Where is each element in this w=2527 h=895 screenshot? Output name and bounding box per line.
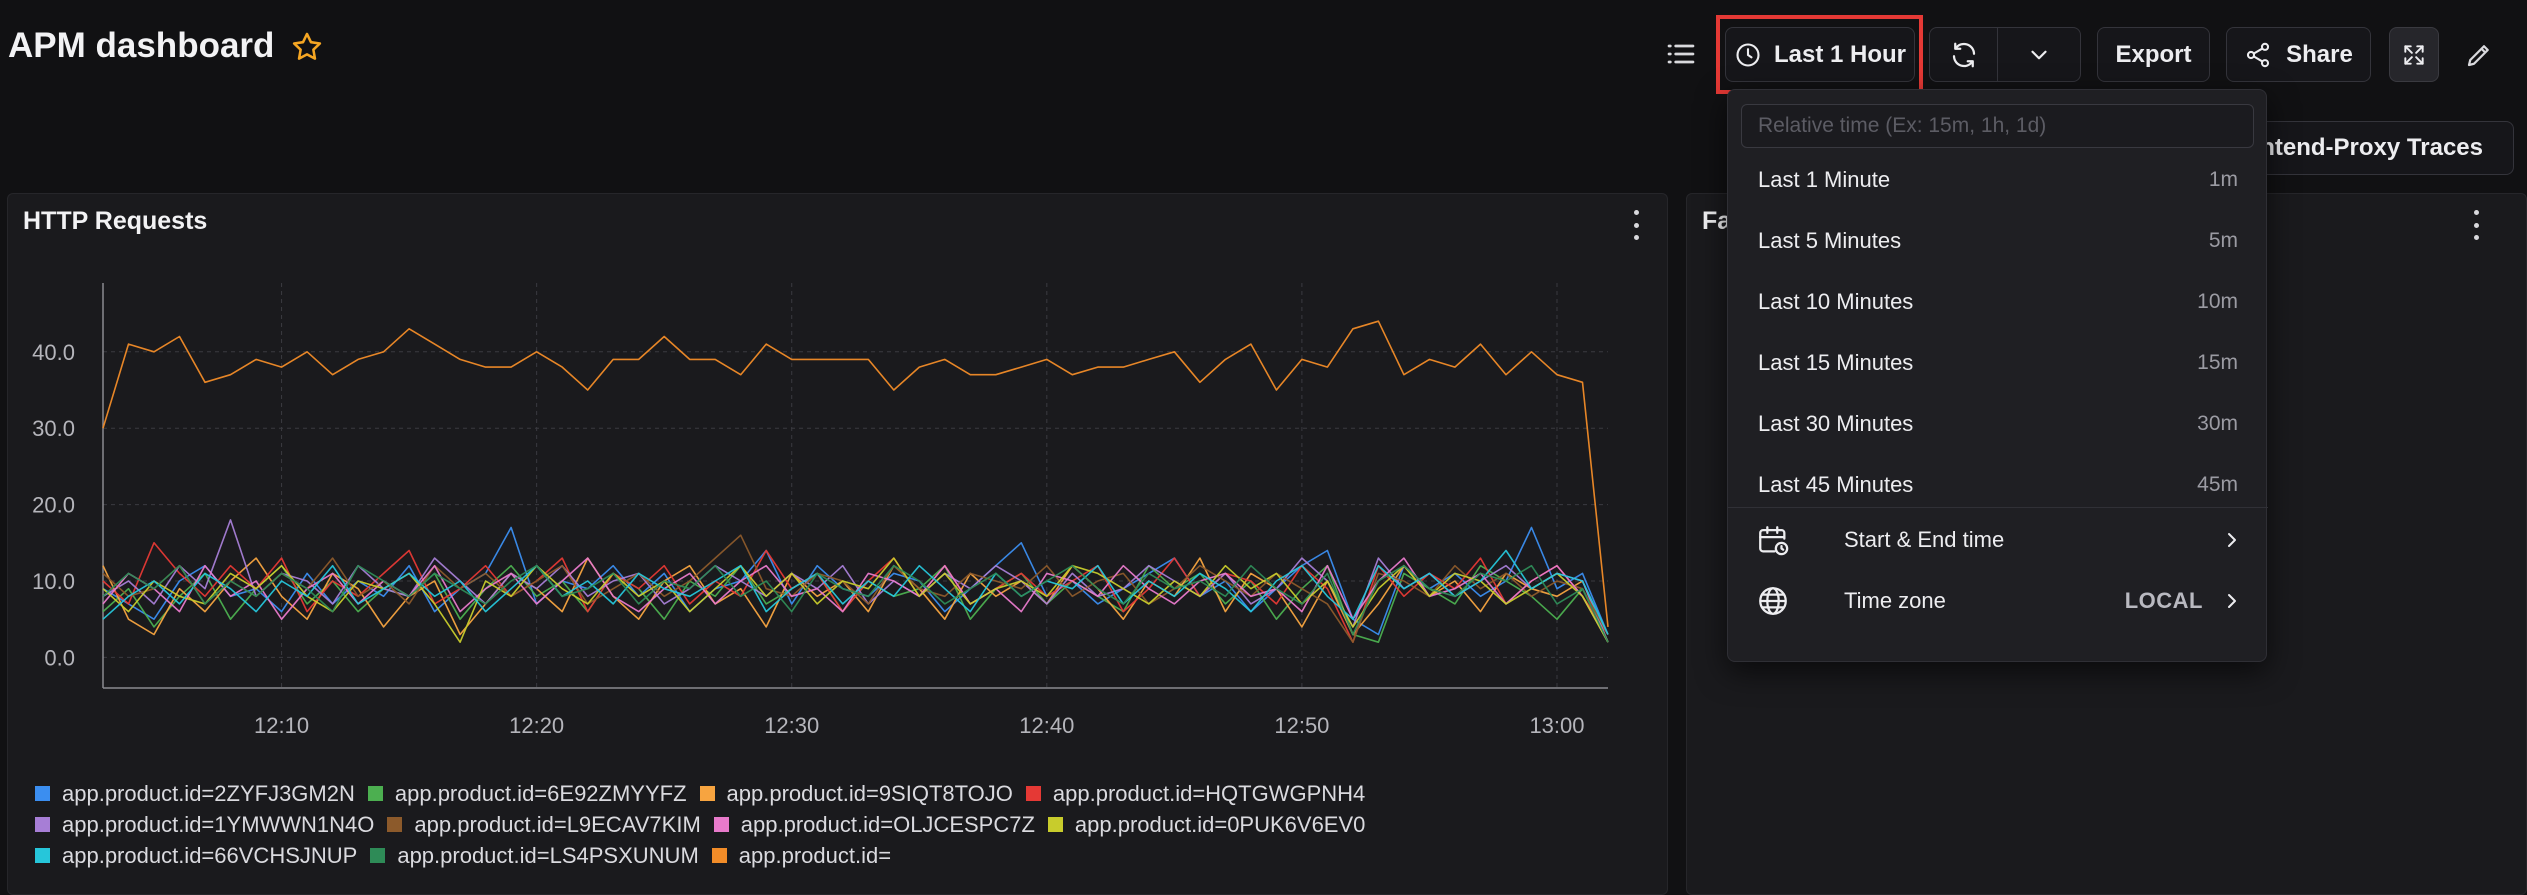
legend-item[interactable]: app.product.id=66VCHSJNUP: [35, 843, 357, 869]
legend-label: app.product.id=L9ECAV7KIM: [414, 811, 701, 837]
http-requests-panel: [7, 193, 1668, 895]
x-tick-label: 12:10: [254, 713, 309, 738]
kebab-icon[interactable]: [2471, 210, 2481, 240]
star-icon[interactable]: [290, 30, 324, 64]
series-line: [102, 564, 1609, 643]
panel-title-http-requests: HTTP Requests: [23, 207, 208, 235]
time-option[interactable]: Last 10 Minutes 10m: [1758, 289, 2238, 314]
y-tick-label: 10.0: [32, 569, 75, 594]
chart-legend: app.product.id=2ZYFJ3GM2N app.product.id=…: [35, 778, 1535, 871]
y-tick-label: 40.0: [32, 340, 75, 365]
time-range-button[interactable]: Last 1 Hour: [1725, 27, 1915, 82]
refresh-interval-dropdown[interactable]: [1998, 28, 2080, 81]
legend-swatch: [35, 848, 50, 863]
fullscreen-button[interactable]: [2389, 27, 2439, 82]
legend-row: app.product.id=2ZYFJ3GM2N app.product.id=…: [35, 778, 1535, 809]
y-tick-label: 0.0: [44, 645, 75, 670]
legend-label: app.product.id=9SIQT8TOJO: [726, 780, 1013, 806]
globe-icon: [1759, 587, 1787, 615]
time-option[interactable]: Last 1 Minute 1m: [1758, 167, 2238, 192]
legend-label: app.product.id=2ZYFJ3GM2N: [62, 780, 355, 806]
calendar-clock-icon: [1759, 526, 1789, 556]
legend-label: app.product.id=0PUK6V6EV0: [1074, 811, 1366, 837]
legend-label: app.product.id=LS4PSXUNUM: [397, 842, 699, 868]
share-button[interactable]: Share: [2226, 27, 2371, 82]
legend-label: app.product.id=OLJCESPC7Z: [740, 811, 1035, 837]
legend-swatch: [35, 817, 50, 832]
refresh-button[interactable]: [1930, 28, 1998, 81]
share-icon: [2247, 42, 2270, 67]
legend-row: app.product.id=1YMWWN1N4O app.product.id=…: [35, 809, 1535, 840]
legend-swatch: [387, 817, 403, 832]
refresh-icon: [1952, 42, 1975, 67]
y-tick-label: 30.0: [32, 416, 75, 441]
share-label: Share: [2286, 40, 2353, 68]
x-tick-label: 12:30: [764, 713, 819, 738]
time-range-dropdown: Last 1 Minute 1m Last 5 Minutes 5m Last …: [1727, 89, 2268, 662]
x-tick-label: 13:00: [1529, 713, 1584, 738]
kebab-icon[interactable]: [1631, 210, 1641, 240]
frontend-proxy-traces-button[interactable]: Frontend-Proxy Traces: [2255, 121, 2514, 175]
legend-label: app.product.id=: [738, 842, 892, 868]
legend-swatch: [711, 848, 727, 863]
legend-item[interactable]: app.product.id=1YMWWN1N4O: [35, 812, 374, 838]
legend-item[interactable]: app.product.id=6E92ZMYYFZ: [367, 780, 687, 807]
legend-item[interactable]: app.product.id=HQTGWGPNH4: [1025, 780, 1366, 807]
series-line: [102, 557, 1609, 644]
time-option[interactable]: Last 5 Minutes 5m: [1758, 228, 2238, 253]
legend-item[interactable]: app.product.id=9SIQT8TOJO: [699, 780, 1013, 807]
legend-item[interactable]: app.product.id=2ZYFJ3GM2N: [35, 781, 355, 807]
refresh-group: [1929, 27, 2081, 82]
series-line: [102, 320, 1609, 627]
export-button[interactable]: Export: [2097, 27, 2210, 82]
legend-swatch: [1047, 817, 1063, 832]
page-title: APM dashboard: [8, 26, 275, 65]
time-option[interactable]: Last 45 Minutes 45m: [1758, 472, 2238, 497]
legend-item[interactable]: app.product.id=LS4PSXUNUM: [370, 842, 699, 869]
legend-label: app.product.id=66VCHSJNUP: [62, 842, 358, 868]
http-requests-chart: 0.0 10.0 20.0 30.0 40.0 12:10 12:20 12:30 12:40 1…: [32, 283, 1609, 738]
legend-swatch: [713, 817, 729, 832]
time-zone-item[interactable]: Time zone LOCAL: [1728, 573, 2268, 629]
legend-swatch: [370, 848, 386, 863]
legend-swatch: [35, 786, 50, 801]
time-range-label: Last 1 Hour: [1773, 40, 1907, 68]
dropdown-divider: [1728, 507, 2268, 508]
chevron-right-icon: [2228, 594, 2236, 608]
legend-item[interactable]: app.product.id=L9ECAV7KIM: [387, 811, 701, 838]
legend-swatch: [367, 786, 383, 801]
legend-swatch: [699, 786, 715, 801]
time-option[interactable]: Last 15 Minutes 15m: [1758, 350, 2238, 375]
legend-label: app.product.id=HQTGWGPNH4: [1052, 780, 1366, 806]
clock-icon: [1736, 42, 1760, 67]
legend-swatch: [1025, 786, 1041, 801]
legend-label: app.product.id=1YMWWN1N4O: [62, 811, 375, 837]
legend-row: app.product.id=66VCHSJNUP app.product.id=…: [35, 840, 1535, 871]
start-end-time-item[interactable]: Start & End time: [1728, 512, 2268, 568]
x-tick-label: 12:20: [509, 713, 564, 738]
chevron-down-icon: [2031, 50, 2047, 59]
time-option[interactable]: Last 30 Minutes 30m: [1758, 411, 2238, 436]
legend-item[interactable]: app.product.id=: [711, 842, 892, 869]
list-icon[interactable]: [1665, 38, 1697, 70]
legend-label: app.product.id=6E92ZMYYFZ: [394, 780, 687, 806]
relative-time-input[interactable]: [1741, 104, 2254, 148]
x-tick-label: 12:40: [1019, 713, 1074, 738]
fullscreen-icon: [2404, 44, 2424, 65]
edit-icon[interactable]: [2464, 40, 2494, 70]
x-tick-label: 12:50: [1274, 713, 1329, 738]
y-tick-label: 20.0: [32, 493, 75, 518]
legend-item[interactable]: app.product.id=OLJCESPC7Z: [713, 811, 1035, 838]
chevron-right-icon: [2228, 533, 2236, 547]
panel-title-right: Fa: [1702, 207, 1732, 235]
legend-item[interactable]: app.product.id=0PUK6V6EV0: [1047, 811, 1366, 838]
